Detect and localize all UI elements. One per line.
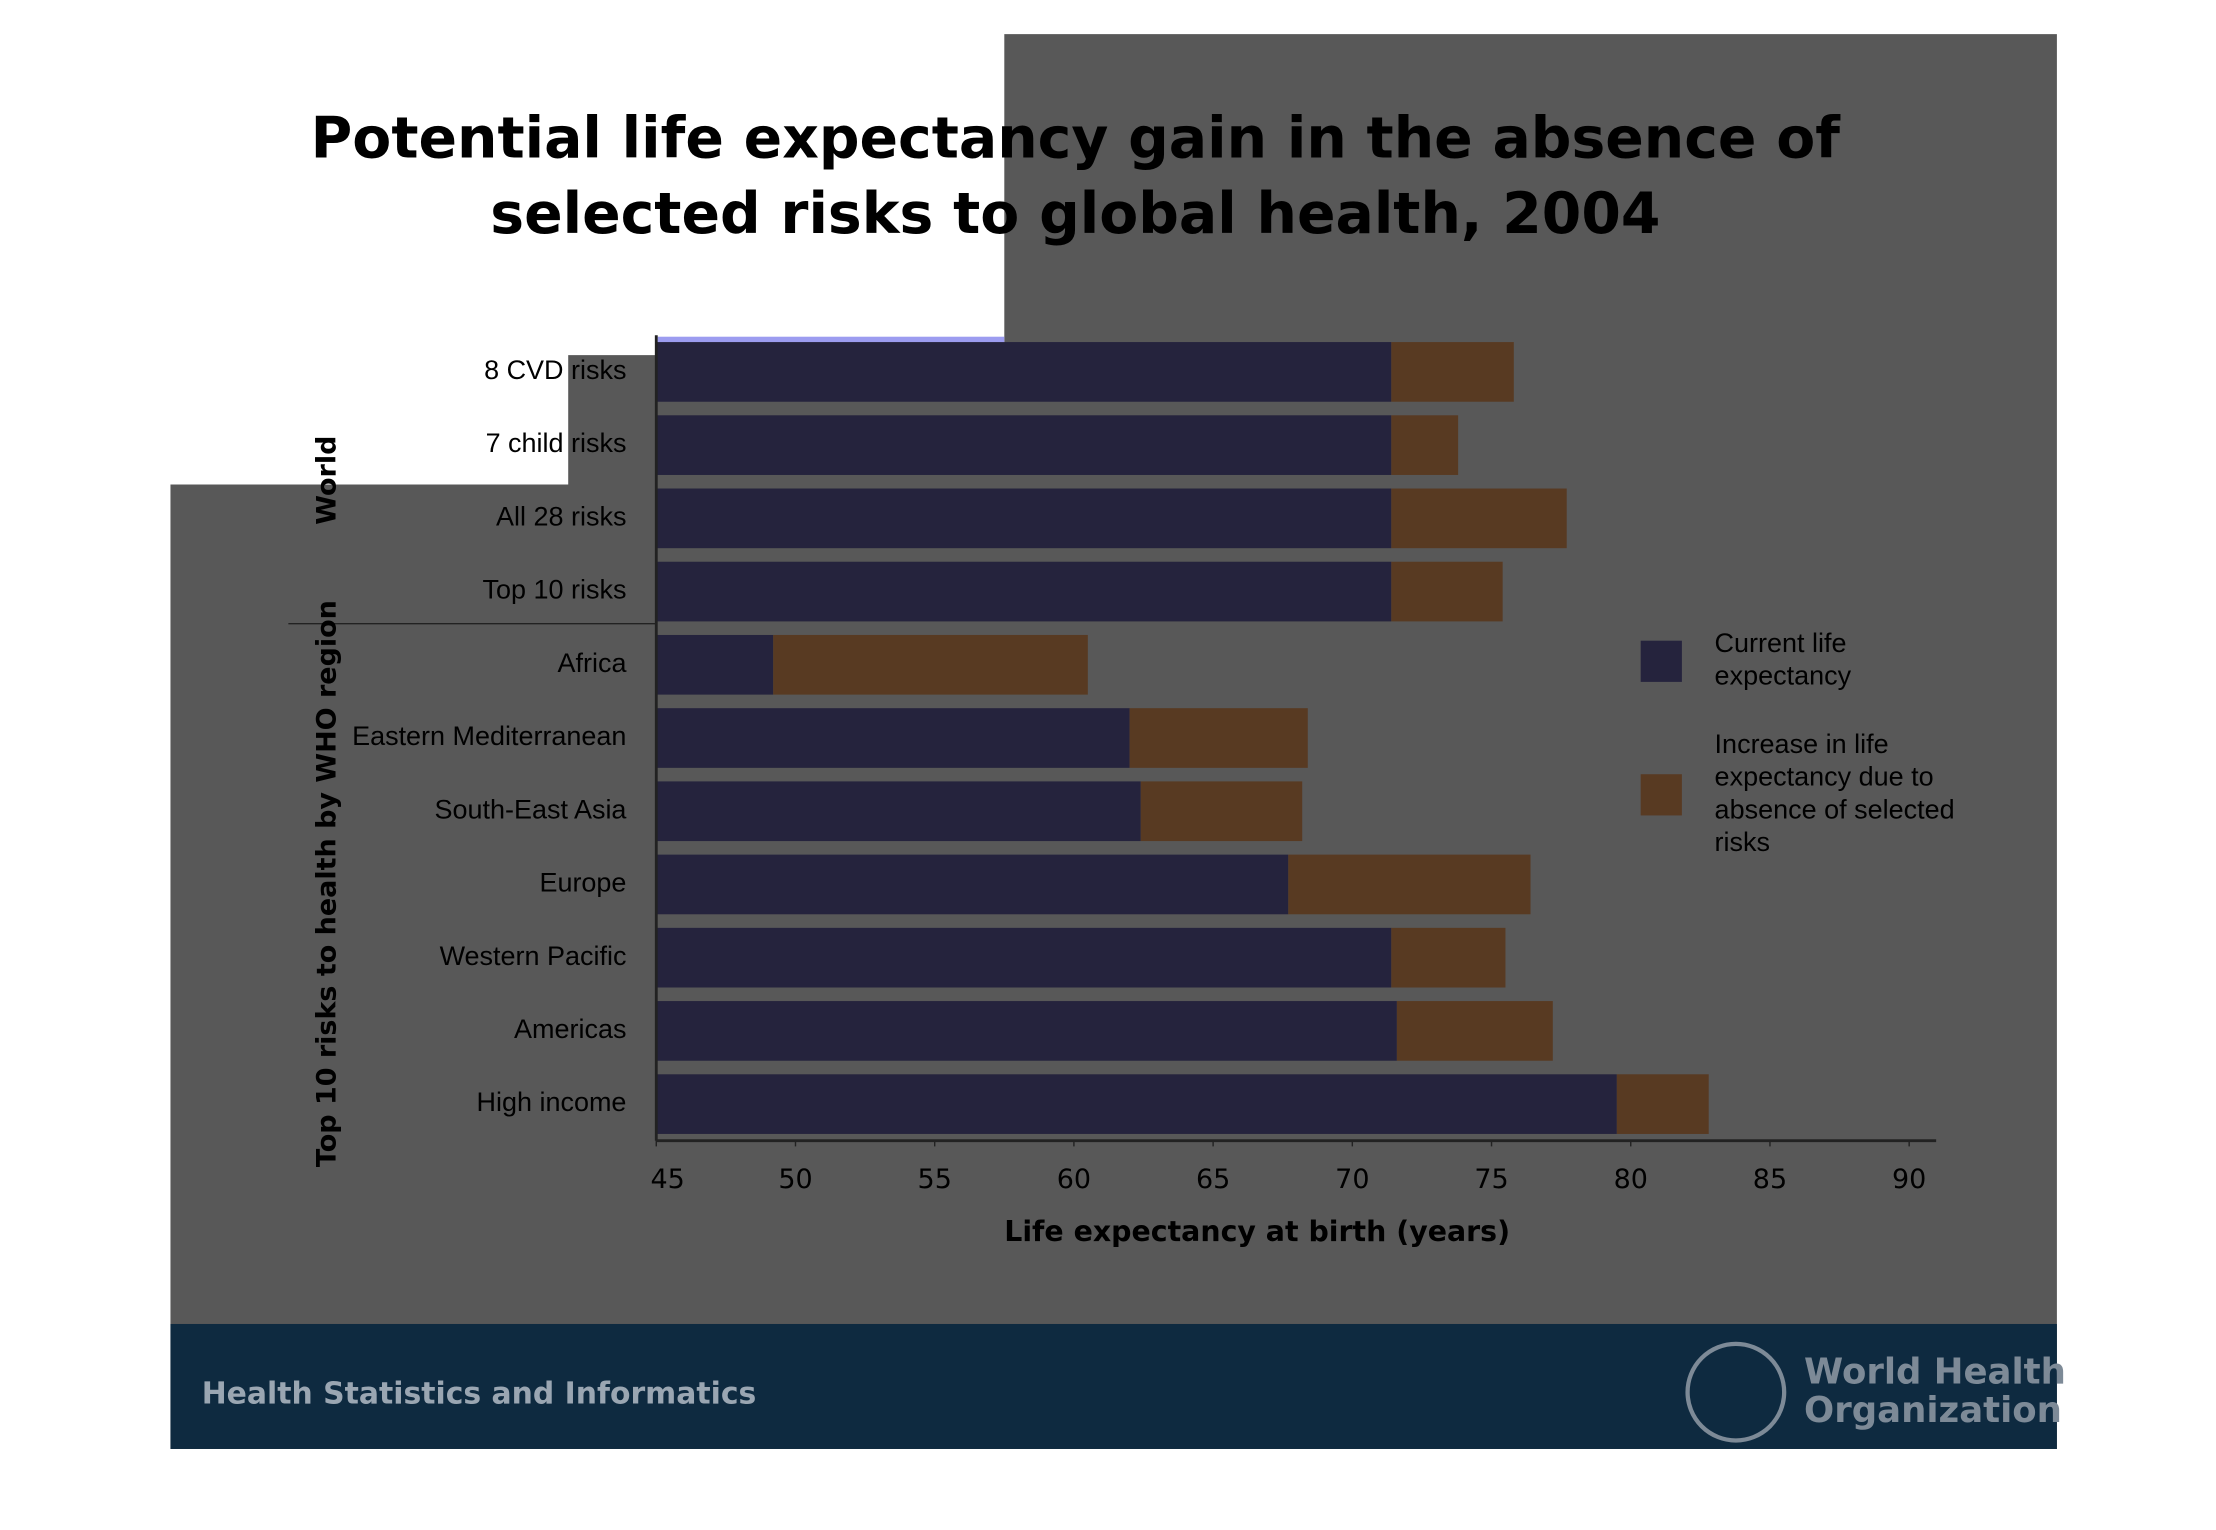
group-label: Top 10 risks to health by WHO region: [312, 600, 343, 1167]
chart-title: selected risks to global health, 2004: [490, 181, 1660, 247]
x-tick-label: 50: [778, 1164, 812, 1195]
bar-segment: [1616, 1074, 1709, 1134]
y-tick-label: High income: [477, 1087, 627, 1117]
bar-segment: [656, 342, 1392, 402]
who-logo: [1685, 1341, 1787, 1443]
bar-segment: [1391, 927, 1506, 988]
bar-segment: [656, 634, 774, 695]
footer-text: Health Statistics and Informatics: [202, 1376, 757, 1411]
legend-swatch: [1640, 774, 1682, 816]
bar-segment: [656, 1074, 1617, 1134]
logo-text: Organization: [1804, 1390, 2062, 1431]
bar-segment: [656, 781, 1141, 842]
x-tick-label: 80: [1614, 1164, 1648, 1195]
y-tick-label: 7 child risks: [486, 428, 627, 458]
x-tick-label: 60: [1057, 1164, 1091, 1195]
bar-segment: [1391, 488, 1567, 549]
bar-segment: [656, 708, 1130, 768]
bar-segment: [656, 927, 1392, 988]
bar-segment: [1129, 708, 1308, 768]
y-tick-label: Americas: [514, 1014, 626, 1044]
bar-segment: [1391, 415, 1459, 475]
bar-segment: [656, 488, 1392, 549]
y-tick-label: Africa: [558, 648, 627, 678]
bar-segment: [1288, 854, 1531, 915]
x-tick-label: 55: [918, 1164, 952, 1195]
bar-segment: [1140, 781, 1303, 842]
y-tick-label: Top 10 risks: [483, 575, 627, 605]
x-tick-label: 85: [1753, 1164, 1787, 1195]
y-tick-label: Western Pacific: [440, 941, 627, 971]
logo-text: World Health: [1804, 1352, 2066, 1393]
y-tick-label: Eastern Mediterranean: [352, 721, 626, 751]
y-tick-label: All 28 risks: [496, 501, 626, 531]
legend-label: Increase in life expectancy due to absen…: [1714, 730, 1955, 859]
y-tick-label: 8 CVD risks: [484, 355, 626, 385]
x-axis-title: Life expectancy at birth (years): [1004, 1215, 1510, 1248]
group-label: World: [312, 436, 343, 525]
bar-segment: [1391, 561, 1503, 622]
x-tick-label: 75: [1474, 1164, 1508, 1195]
legend-entry: Current life expectancy: [1714, 629, 1852, 692]
legend-entry: Increase in life expectancy due to absen…: [1714, 730, 1955, 859]
bar-segment: [656, 561, 1392, 622]
chart-title: Potential life expectancy gain in the ab…: [311, 106, 1842, 172]
x-tick-label: 90: [1892, 1164, 1926, 1195]
y-tick-label: South-East Asia: [435, 794, 627, 824]
x-tick-label: 65: [1196, 1164, 1230, 1195]
bar-segment: [656, 854, 1289, 915]
bar-segment: [656, 415, 1392, 475]
bar-segment: [773, 634, 1088, 695]
x-tick-label: 70: [1335, 1164, 1369, 1195]
bar-segment: [1391, 342, 1514, 402]
bar-segment: [1396, 1001, 1553, 1061]
y-tick-label: Europe: [539, 868, 626, 898]
legend-swatch: [1640, 640, 1682, 682]
legend-label: Current life expectancy: [1714, 629, 1852, 692]
x-tick-label: 45: [650, 1164, 684, 1195]
bar-segment: [656, 1001, 1397, 1061]
